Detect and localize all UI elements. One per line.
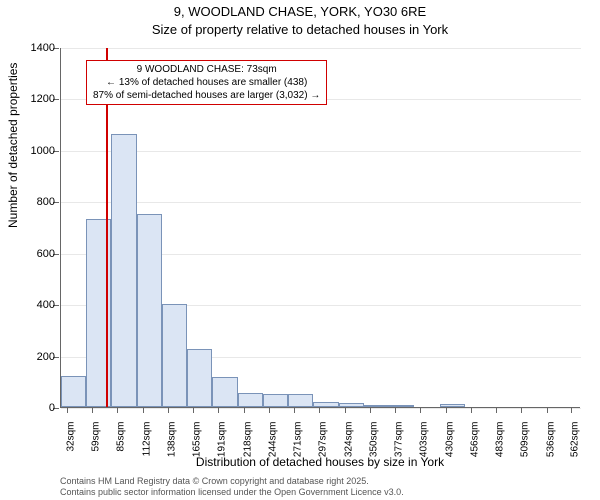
histogram-bar [187,349,212,407]
x-tick [269,407,270,413]
callout-line2: ← 13% of detached houses are smaller (43… [93,76,320,89]
x-tick [117,407,118,413]
x-tick [92,407,93,413]
x-tick [370,407,371,413]
chart-title-line2: Size of property relative to detached ho… [0,22,600,37]
histogram-bar [137,214,162,407]
x-tick [345,407,346,413]
x-axis-title: Distribution of detached houses by size … [60,455,580,469]
x-tick [67,407,68,413]
x-tick [395,407,396,413]
histogram-bar [263,394,288,407]
histogram-bar [339,403,364,407]
callout-line3: 87% of semi-detached houses are larger (… [93,89,320,102]
gridline [61,48,581,49]
attribution-line1: Contains HM Land Registry data © Crown c… [60,476,404,487]
histogram-bar [389,405,414,407]
gridline [61,408,581,409]
histogram-bar [364,405,389,407]
attribution: Contains HM Land Registry data © Crown c… [60,476,404,499]
x-tick [521,407,522,413]
x-tick [446,407,447,413]
x-tick [294,407,295,413]
x-tick [244,407,245,413]
x-tick [496,407,497,413]
y-tick-label: 1000 [31,145,55,157]
gridline [61,151,581,152]
callout-line1: 9 WOODLAND CHASE: 73sqm [93,63,320,76]
histogram-bar [440,404,465,407]
histogram-bar [61,376,86,407]
attribution-line2: Contains public sector information licen… [60,487,404,498]
x-tick [471,407,472,413]
x-tick [218,407,219,413]
x-tick [547,407,548,413]
chart-title-line1: 9, WOODLAND CHASE, YORK, YO30 6RE [0,4,600,19]
y-tick-label: 800 [37,196,55,208]
x-tick [319,407,320,413]
y-axis-title: Number of detached properties [6,63,20,228]
histogram-bar [212,377,237,407]
y-tick-label: 400 [37,299,55,311]
y-tick-label: 600 [37,248,55,260]
histogram-bar [111,134,136,407]
x-tick [193,407,194,413]
histogram-bar [313,402,338,407]
y-tick-label: 0 [49,402,55,414]
x-tick [571,407,572,413]
marker-callout: 9 WOODLAND CHASE: 73sqm ← 13% of detache… [86,60,327,105]
y-tick-label: 200 [37,351,55,363]
x-tick [420,407,421,413]
gridline [61,202,581,203]
x-tick [143,407,144,413]
x-tick [168,407,169,413]
y-tick-label: 1400 [31,42,55,54]
y-tick-label: 1200 [31,93,55,105]
chart-container: 9, WOODLAND CHASE, YORK, YO30 6RE Size o… [0,0,600,500]
histogram-bar [238,393,263,407]
histogram-bar [288,394,313,407]
histogram-bar [162,304,187,407]
